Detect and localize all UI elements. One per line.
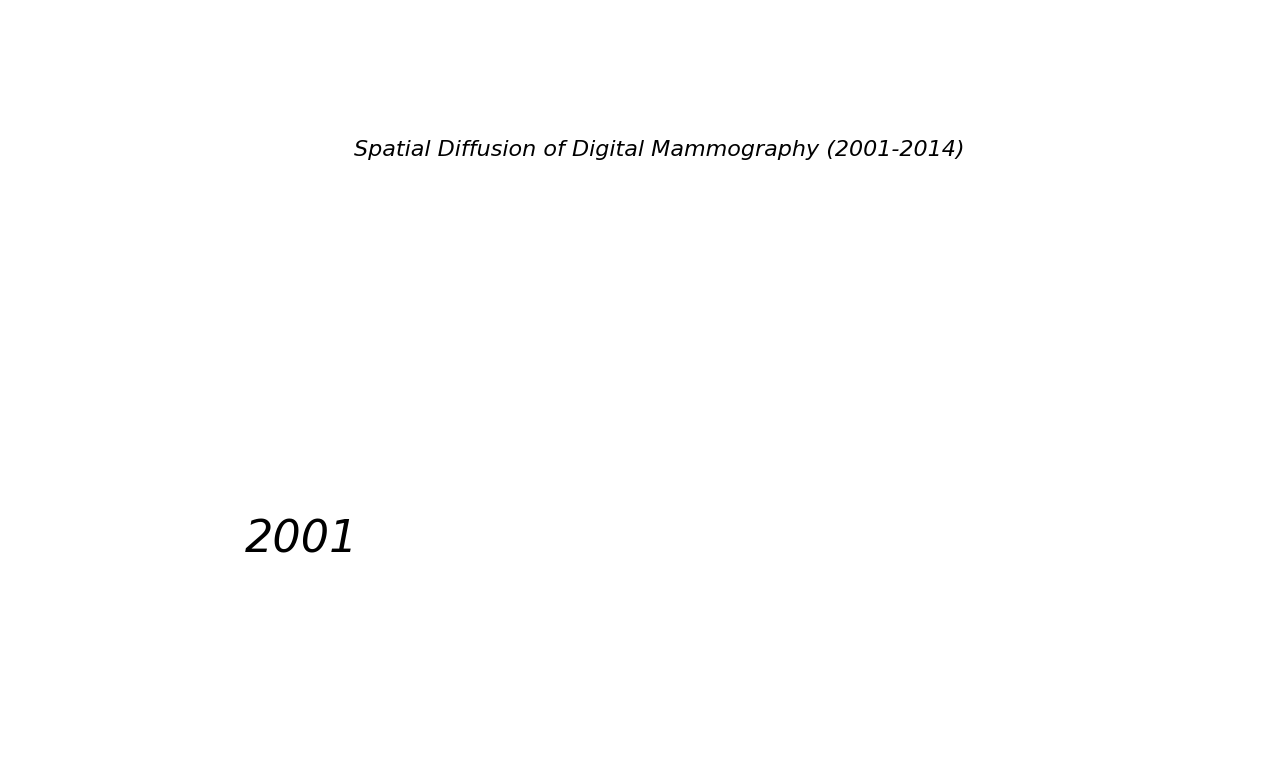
Title: Spatial Diffusion of Digital Mammography (2001-2014): Spatial Diffusion of Digital Mammography…	[354, 140, 964, 160]
Text: 2001: 2001	[246, 519, 359, 562]
